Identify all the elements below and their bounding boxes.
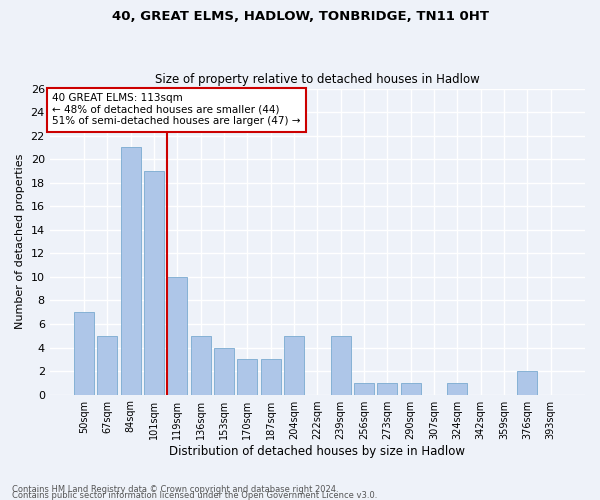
Bar bbox=[261, 360, 281, 394]
Bar bbox=[74, 312, 94, 394]
Text: Contains public sector information licensed under the Open Government Licence v3: Contains public sector information licen… bbox=[12, 490, 377, 500]
Bar bbox=[144, 171, 164, 394]
Title: Size of property relative to detached houses in Hadlow: Size of property relative to detached ho… bbox=[155, 73, 480, 86]
Bar bbox=[331, 336, 350, 394]
Bar bbox=[284, 336, 304, 394]
Bar bbox=[354, 383, 374, 394]
Bar bbox=[401, 383, 421, 394]
Bar bbox=[214, 348, 234, 395]
Text: 40 GREAT ELMS: 113sqm
← 48% of detached houses are smaller (44)
51% of semi-deta: 40 GREAT ELMS: 113sqm ← 48% of detached … bbox=[52, 93, 301, 126]
Bar bbox=[191, 336, 211, 394]
Bar bbox=[448, 383, 467, 394]
Text: Contains HM Land Registry data © Crown copyright and database right 2024.: Contains HM Land Registry data © Crown c… bbox=[12, 484, 338, 494]
Bar bbox=[377, 383, 397, 394]
Y-axis label: Number of detached properties: Number of detached properties bbox=[15, 154, 25, 330]
X-axis label: Distribution of detached houses by size in Hadlow: Distribution of detached houses by size … bbox=[169, 444, 466, 458]
Text: 40, GREAT ELMS, HADLOW, TONBRIDGE, TN11 0HT: 40, GREAT ELMS, HADLOW, TONBRIDGE, TN11 … bbox=[112, 10, 488, 23]
Bar bbox=[97, 336, 117, 394]
Bar bbox=[121, 148, 140, 394]
Bar bbox=[517, 371, 538, 394]
Bar bbox=[238, 360, 257, 394]
Bar bbox=[167, 277, 187, 394]
